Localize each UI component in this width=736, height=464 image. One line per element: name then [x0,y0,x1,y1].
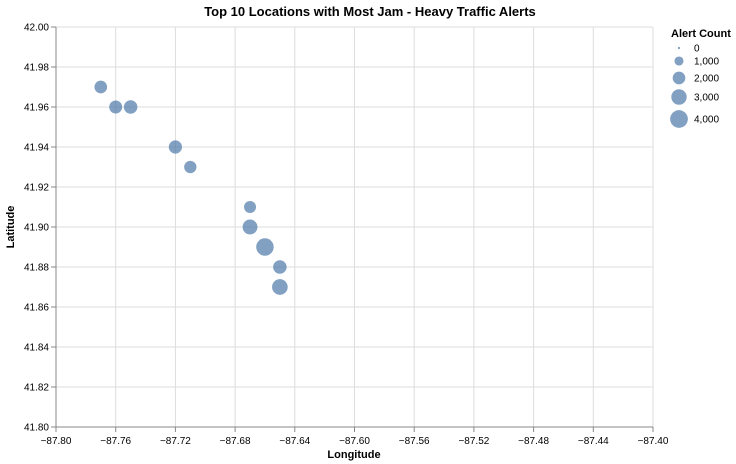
y-tick-label: 41.84 [24,343,49,354]
legend-symbol [671,89,687,105]
y-tick-label: 42.00 [24,23,49,34]
data-point [244,200,257,214]
data-point [273,260,287,274]
y-tick-label: 41.86 [24,303,49,314]
x-tick-label: −87.68 [220,436,251,447]
legend-symbol [677,46,681,50]
legend-label: 4,000 [694,115,719,126]
y-tick-label: 41.80 [24,423,49,434]
data-point [109,100,123,114]
x-tick-label: −87.72 [160,436,191,447]
x-tick-label: −87.76 [100,436,131,447]
legend-label: 1,000 [694,57,719,68]
y-tick-label: 41.92 [24,183,49,194]
x-axis-title: Longitude [327,449,380,461]
x-tick-label: −87.60 [339,436,370,447]
data-point [184,160,197,174]
chart-title: Top 10 Locations with Most Jam - Heavy T… [204,4,536,19]
y-tick-label: 41.94 [24,143,49,154]
data-point [256,238,274,256]
grid [55,26,654,428]
y-tick-label: 41.98 [24,63,49,74]
x-tick-label: −87.52 [458,436,489,447]
y-axis-title: Latitude [5,206,17,249]
data-point [242,219,258,235]
data-point [123,100,138,114]
data-point [168,140,183,154]
x-tick-label: −87.48 [518,436,549,447]
data-point [94,80,108,94]
y-tick-label: 41.82 [24,383,49,394]
data-point [272,279,288,295]
y-tick-label: 41.96 [24,103,49,114]
legend-title: Alert Count [671,28,731,40]
legend: Alert Count 0 1,000 2,000 3,000 4,000 [670,28,731,128]
legend-symbol [670,110,688,128]
data-points [94,80,288,295]
legend-label: 2,000 [694,74,719,85]
x-tick-label: −87.56 [399,436,430,447]
legend-label: 3,000 [694,93,719,104]
x-tick-label: −87.40 [638,436,669,447]
y-tick-label: 41.88 [24,263,49,274]
y-tick-label: 41.90 [24,223,49,234]
legend-symbol [674,56,684,66]
legend-label: 0 [694,44,700,55]
legend-symbol [672,71,686,85]
x-tick-label: −87.44 [578,436,609,447]
x-tick-label: −87.80 [41,436,72,447]
axes: −87.80 −87.76 −87.72 −87.68 −87.64 −87.60 −87.… [24,23,669,448]
x-tick-label: −87.64 [279,436,310,447]
